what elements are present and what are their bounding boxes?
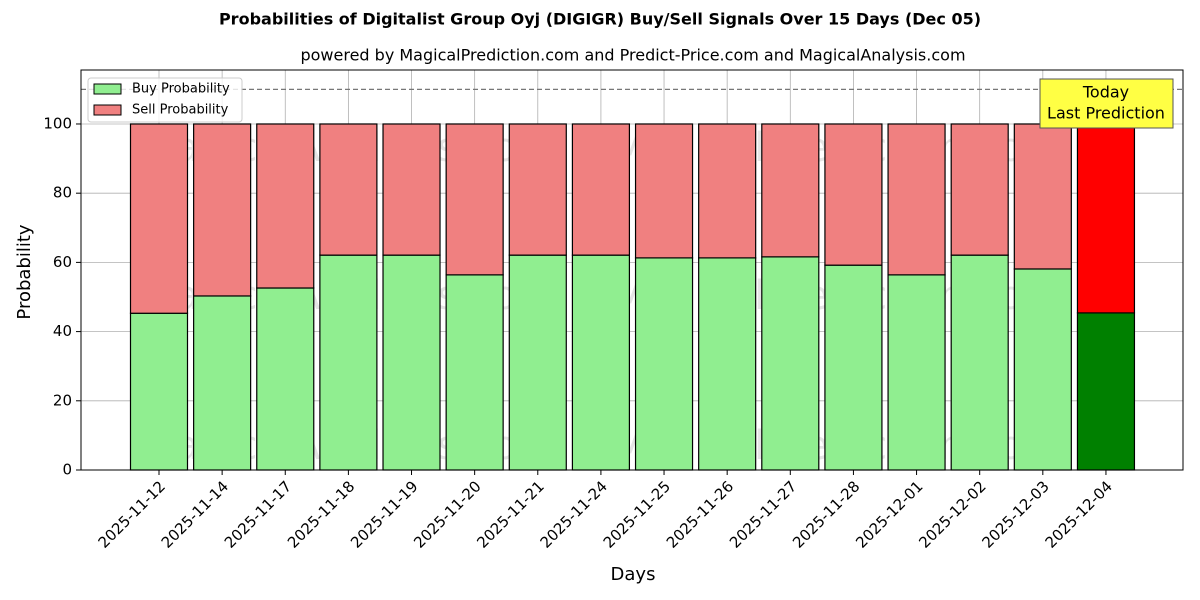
x-tick-label: 2025-11-24 xyxy=(537,477,611,551)
bar xyxy=(1013,123,1072,270)
bar xyxy=(382,123,441,256)
x-tick-label: 2025-11-17 xyxy=(221,477,295,551)
bar xyxy=(129,312,189,471)
bar xyxy=(1076,312,1136,471)
bar xyxy=(256,123,315,289)
x-tick-label: 2025-12-04 xyxy=(1042,477,1116,551)
annotation-box xyxy=(1039,78,1174,129)
bar xyxy=(761,123,820,258)
y-tick-label: 20 xyxy=(53,391,72,409)
annotation: Today xyxy=(1082,83,1129,102)
bar xyxy=(129,123,189,314)
bar xyxy=(571,123,631,256)
bar xyxy=(887,123,946,276)
legend-swatch xyxy=(93,83,122,95)
legend-swatch xyxy=(93,104,122,116)
legend-label: Sell Probability xyxy=(132,103,229,118)
chart-title: Probabilities of Digitalist Group Oyj (D… xyxy=(219,10,981,29)
x-tick-label: 2025-12-01 xyxy=(852,477,926,551)
bar xyxy=(887,274,946,471)
bar xyxy=(634,257,694,471)
plot-frame xyxy=(80,69,1184,471)
annotation: Last Prediction xyxy=(1047,104,1165,123)
bar xyxy=(950,123,1009,256)
bar xyxy=(193,295,252,471)
bar xyxy=(256,287,315,471)
y-tick-label: 80 xyxy=(53,184,72,202)
bar xyxy=(508,123,567,256)
x-tick-label: 2025-11-27 xyxy=(726,477,800,551)
y-tick-label: 40 xyxy=(53,322,72,340)
bar xyxy=(1076,123,1136,314)
bar xyxy=(382,254,441,471)
y-tick-label: 100 xyxy=(43,114,72,132)
bar xyxy=(445,274,504,471)
x-tick-label: 2025-11-18 xyxy=(284,477,358,551)
x-tick-label: 2025-11-28 xyxy=(789,477,863,551)
bar xyxy=(445,123,504,276)
bar xyxy=(193,123,252,297)
y-tick-label: 0 xyxy=(62,461,72,479)
x-tick-label: 2025-11-25 xyxy=(600,477,674,551)
bar xyxy=(761,256,820,471)
x-axis-label: Days xyxy=(611,564,656,585)
x-tick-label: 2025-11-14 xyxy=(158,477,232,551)
bar xyxy=(634,123,694,259)
chart-subtitle: powered by MagicalPrediction.com and Pre… xyxy=(300,46,965,65)
bar xyxy=(1013,268,1072,471)
y-tick-label: 60 xyxy=(53,253,72,271)
legend-label: Buy Probability xyxy=(132,82,230,97)
x-tick-label: 2025-11-20 xyxy=(410,477,484,551)
x-tick-label: 2025-12-02 xyxy=(915,477,989,551)
bar xyxy=(950,254,1009,471)
legend-box xyxy=(87,77,243,123)
bar xyxy=(698,257,757,471)
bar xyxy=(508,254,567,471)
bar xyxy=(319,254,378,471)
bar xyxy=(698,123,757,259)
bar xyxy=(319,123,378,256)
x-tick-label: 2025-12-03 xyxy=(978,477,1052,551)
x-tick-label: 2025-11-26 xyxy=(663,477,737,551)
x-tick-label: 2025-11-19 xyxy=(347,477,421,551)
y-axis-label: Probability xyxy=(14,224,35,319)
bar xyxy=(824,123,883,266)
x-tick-label: 2025-11-12 xyxy=(95,477,169,551)
bar xyxy=(571,254,631,471)
bar xyxy=(824,264,883,471)
x-tick-label: 2025-11-21 xyxy=(473,477,547,551)
